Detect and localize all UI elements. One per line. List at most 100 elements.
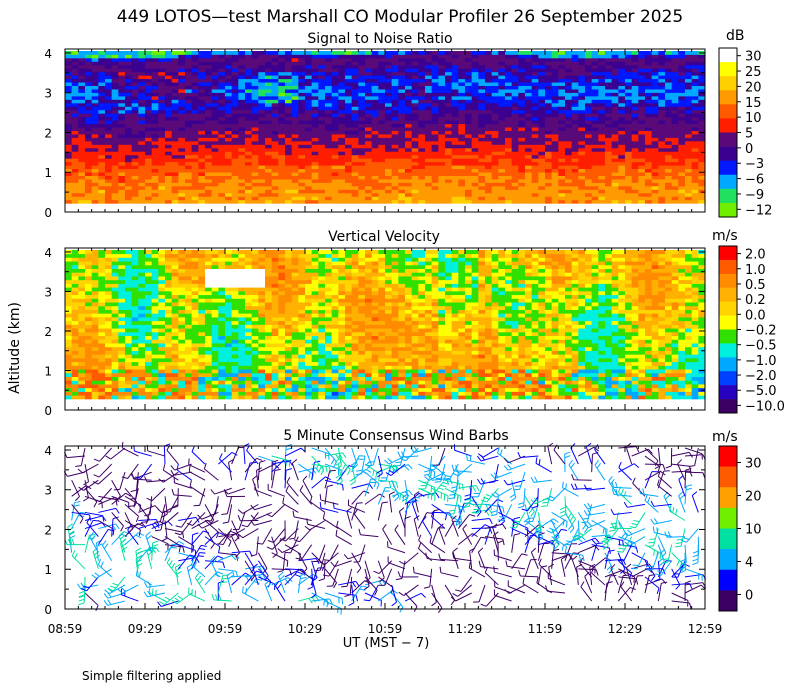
snr-cell — [558, 102, 566, 107]
snr-cell — [358, 165, 366, 170]
snr-cell — [291, 165, 299, 170]
snr-cell — [671, 109, 679, 114]
vv-cell — [125, 305, 133, 310]
snr-cell — [571, 106, 579, 111]
snr-cell — [398, 113, 406, 118]
snr-cell — [625, 78, 633, 83]
snr-cell — [458, 192, 466, 197]
snr-cell — [85, 71, 93, 76]
snr-cell — [131, 113, 139, 118]
snr-cell — [78, 116, 86, 121]
snr-cell — [298, 196, 306, 201]
snr-cell — [158, 137, 166, 142]
snr-cell — [485, 172, 493, 176]
snr-cell — [111, 50, 119, 55]
snr-cell — [291, 106, 299, 111]
snr-cell — [498, 78, 506, 83]
vv-cell — [138, 317, 146, 322]
vv-cell — [65, 313, 73, 318]
snr-cell — [531, 127, 539, 131]
snr-cell — [111, 168, 119, 173]
snr-cell — [331, 75, 339, 80]
snr-cell — [371, 154, 379, 159]
snr-cell — [638, 64, 646, 69]
snr-cell — [265, 57, 273, 62]
snr-cell — [558, 113, 566, 118]
snr-cell — [558, 64, 566, 69]
vv-cell — [131, 261, 139, 266]
snr-cell — [291, 185, 299, 190]
snr-cell — [365, 199, 373, 204]
snr-cell — [291, 192, 299, 197]
snr-cell — [618, 127, 626, 131]
snr-cell — [65, 182, 73, 187]
snr-cell — [331, 113, 339, 118]
snr-cell — [598, 123, 606, 128]
vv-cell — [138, 257, 146, 262]
snr-cell — [651, 189, 659, 194]
snr-cell — [578, 154, 586, 159]
snr-cell — [498, 123, 506, 128]
snr-cell — [391, 82, 399, 86]
snr-cell — [691, 68, 699, 73]
snr-cell — [171, 50, 179, 55]
snr-cell — [285, 161, 293, 166]
snr-cell — [478, 134, 486, 138]
snr-cell — [498, 134, 506, 138]
snr-cell — [271, 140, 279, 145]
snr-cell — [638, 192, 646, 197]
snr-cell — [411, 192, 419, 197]
snr-cell — [165, 120, 173, 125]
snr-cell — [698, 185, 706, 190]
snr-cell — [85, 192, 93, 197]
snr-cell — [625, 179, 633, 183]
snr-cell — [258, 147, 266, 152]
snr-cell — [131, 158, 139, 163]
vv-cell — [85, 369, 93, 374]
snr-cell — [698, 71, 706, 76]
snr-cell — [245, 75, 253, 80]
snr-cell — [625, 109, 633, 114]
snr-cell — [238, 78, 246, 83]
snr-cell — [505, 106, 513, 111]
snr-cell — [531, 144, 539, 149]
snr-cell — [325, 120, 333, 125]
snr-cell — [698, 57, 706, 62]
snr-cell — [571, 158, 579, 163]
snr-cell — [105, 71, 113, 76]
snr-cell — [678, 192, 686, 197]
snr-cell — [158, 130, 166, 135]
snr-cell — [371, 189, 379, 194]
vv-cell — [125, 372, 133, 377]
snr-cell — [505, 120, 513, 125]
snr-cell — [318, 130, 326, 135]
vv-cell — [131, 264, 139, 269]
snr-cell — [678, 199, 686, 204]
snr-cell — [238, 85, 246, 90]
vv-cell — [105, 257, 113, 262]
snr-cell — [545, 192, 553, 197]
snr-cell — [191, 172, 199, 176]
snr-cell — [418, 120, 426, 125]
snr-cell — [558, 144, 566, 149]
snr-cell — [265, 192, 273, 197]
vv-cell — [65, 253, 73, 258]
snr-cell — [565, 82, 573, 86]
snr-cell — [405, 147, 413, 152]
snr-cell — [285, 109, 293, 114]
snr-cell — [318, 109, 326, 114]
snr-cell — [138, 92, 146, 97]
snr-cell — [98, 144, 106, 149]
vv-cell — [145, 384, 153, 389]
snr-cell — [445, 75, 453, 80]
vv-cell — [78, 324, 86, 329]
snr-cell — [698, 144, 706, 149]
snr-cell — [205, 113, 213, 118]
vv-cell — [158, 313, 166, 318]
snr-cell — [478, 199, 486, 204]
vv-cell — [158, 331, 166, 337]
snr-cell — [198, 172, 206, 176]
snr-cell — [371, 147, 379, 152]
snr-cell — [578, 75, 586, 80]
snr-cell — [458, 185, 466, 190]
